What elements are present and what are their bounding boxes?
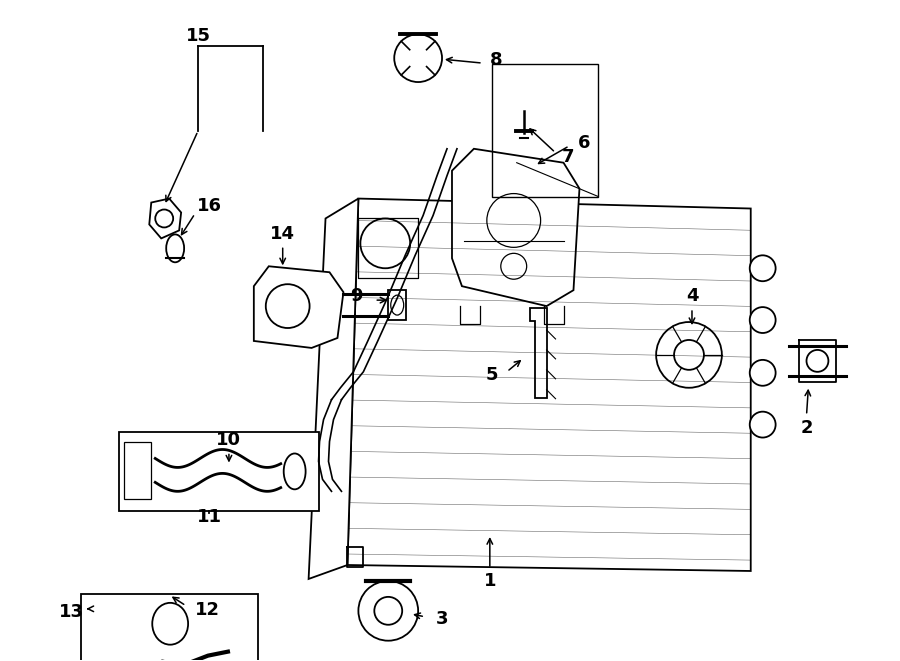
Polygon shape (530, 308, 546, 398)
Ellipse shape (284, 453, 306, 489)
Ellipse shape (152, 603, 188, 644)
Polygon shape (452, 149, 580, 306)
Circle shape (394, 34, 442, 82)
Circle shape (656, 322, 722, 388)
Circle shape (360, 219, 410, 268)
Text: 6: 6 (578, 134, 590, 152)
Circle shape (750, 255, 776, 281)
Circle shape (750, 412, 776, 438)
Circle shape (750, 307, 776, 333)
Text: 12: 12 (195, 601, 220, 619)
Text: 9: 9 (350, 287, 363, 305)
Text: 11: 11 (196, 508, 221, 526)
Bar (388, 290, 406, 320)
Circle shape (674, 340, 704, 370)
Text: 13: 13 (58, 603, 84, 621)
Text: 16: 16 (197, 196, 222, 215)
Circle shape (358, 581, 419, 641)
Bar (124, 442, 151, 499)
Circle shape (374, 597, 402, 625)
Text: 7: 7 (562, 147, 574, 166)
Text: 2: 2 (800, 418, 813, 436)
Text: 5: 5 (485, 366, 498, 384)
Ellipse shape (166, 235, 184, 262)
Text: 10: 10 (216, 430, 241, 449)
Text: 1: 1 (483, 572, 496, 590)
Text: 14: 14 (270, 225, 295, 243)
Polygon shape (149, 198, 181, 239)
Circle shape (750, 360, 776, 386)
Bar (81, 594, 257, 661)
Text: 3: 3 (436, 610, 448, 628)
Polygon shape (347, 198, 751, 571)
Text: 15: 15 (185, 27, 211, 45)
Bar (491, 64, 598, 196)
Bar (120, 432, 319, 511)
Polygon shape (309, 198, 358, 579)
Text: 4: 4 (686, 287, 698, 305)
Polygon shape (254, 266, 344, 348)
Text: 8: 8 (490, 51, 502, 69)
